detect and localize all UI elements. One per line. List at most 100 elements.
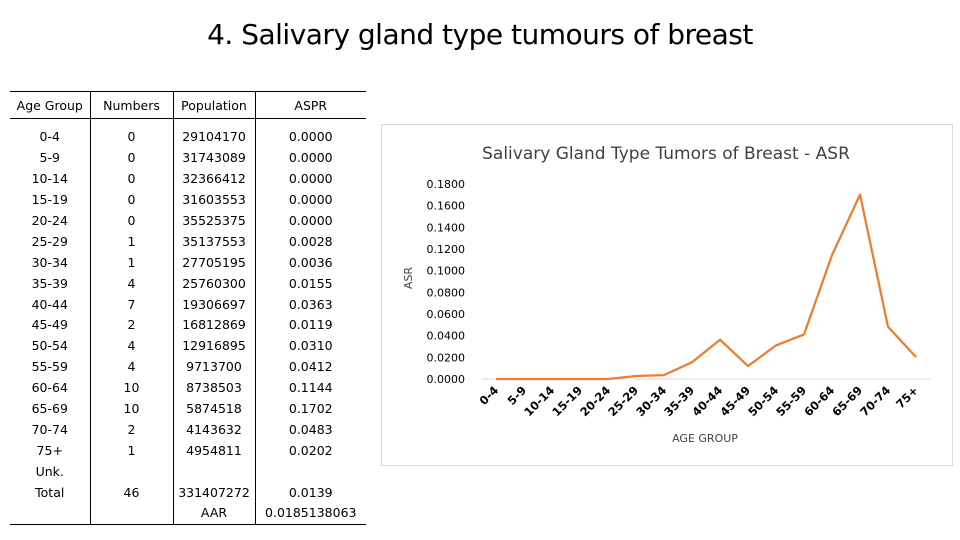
- header-numbers: Numbers: [90, 91, 174, 119]
- cell-aspr: 0.0000: [288, 150, 333, 166]
- y-axis-label: ASR: [402, 267, 415, 290]
- cell-aspr: 0.0202: [288, 442, 333, 458]
- cell-age-group: [10, 503, 91, 525]
- cell-aspr: 0.0155: [288, 275, 333, 291]
- x-tick-label: 40-44: [689, 383, 725, 419]
- x-tick-label: 15-19: [549, 383, 585, 419]
- cell-numbers: 0: [90, 127, 174, 148]
- cell-age-group: 40-44: [10, 294, 91, 316]
- table-row: Total 46 331407272 0.0139: [10, 482, 366, 504]
- x-tick-label: 35-39: [661, 383, 697, 419]
- table-row: 75+ 1 4954811 0.0202: [10, 440, 366, 462]
- cell-aspr: [255, 461, 366, 482]
- y-tick-label: 0.0200: [427, 351, 466, 364]
- x-axis-label: AGE GROUP: [672, 432, 738, 445]
- table-row: 35-39 4 25760300 0.0155: [10, 273, 366, 295]
- header-aspr: ASPR: [255, 91, 366, 119]
- chart-svg: Salivary Gland Type Tumors of Breast - A…: [402, 144, 930, 445]
- x-tick-label: 30-34: [633, 383, 669, 419]
- x-tick-label: 45-49: [717, 383, 753, 419]
- cell-aspr: 0.0483: [288, 421, 333, 437]
- table-row: 60-64 10 8738503 0.1144: [10, 377, 366, 399]
- cell-population: 4954811: [173, 440, 256, 462]
- cell-population: 27705195: [173, 252, 256, 274]
- table-body: 0-4 0 29104170 0.0000 5-9 0 31743089 0.0000 10-1…: [10, 118, 366, 525]
- x-tick-label: 55-59: [773, 383, 809, 419]
- table-row: Unk.: [10, 461, 366, 483]
- asr-table-container: Age Group Numbers Population ASPR 0-4 0 29…: [10, 91, 366, 525]
- cell-population: 4143632: [173, 419, 256, 441]
- cell-aspr: 0.0119: [288, 317, 333, 333]
- cell-aspr: 0.0000: [288, 213, 333, 228]
- table-row: 45-49 2 16812869 0.0119: [10, 315, 366, 336]
- cell-population: [173, 461, 256, 483]
- table-row: 55-59 4 9713700 0.0412: [10, 356, 366, 378]
- cell-population: 9713700: [173, 356, 256, 378]
- table-row: 10-14 0 32366412 0.0000: [10, 168, 366, 190]
- cell-age-group: 55-59: [10, 356, 91, 378]
- cell-age-group: 65-69: [10, 398, 91, 420]
- y-tick-label: 0.1800: [427, 178, 466, 191]
- cell-aspr: 0.0000: [288, 171, 333, 187]
- cell-age-group: 25-29: [10, 231, 91, 253]
- cell-population: 19306697: [173, 294, 256, 316]
- x-tick-label: 60-64: [801, 383, 837, 419]
- cell-population: 35137553: [173, 231, 256, 253]
- cell-age-group: Unk.: [10, 461, 91, 483]
- y-tick-label: 0.0600: [427, 308, 466, 321]
- cell-numbers: 7: [90, 294, 174, 316]
- x-tick-label: 20-24: [577, 383, 613, 419]
- table-row: AAR 0.0185138063: [10, 503, 366, 525]
- y-tick-label: 0.1000: [427, 265, 466, 278]
- cell-population: 331407272: [173, 482, 256, 504]
- cell-population: 35525375: [173, 210, 256, 232]
- spacer-cell: [173, 118, 256, 127]
- table-header-row: Age Group Numbers Population ASPR: [10, 91, 366, 119]
- x-tick-label: 0-4: [477, 383, 502, 408]
- cell-aspr: 0.0139: [288, 484, 333, 500]
- cell-age-group: 20-24: [10, 210, 91, 232]
- cell-population: 12916895: [173, 335, 256, 357]
- cell-numbers: 0: [90, 168, 174, 190]
- series-line: [496, 193, 917, 381]
- asr-table: Age Group Numbers Population ASPR 0-4 0 29…: [10, 91, 366, 525]
- cell-population: 32366412: [173, 168, 256, 190]
- slide-title: 4. Salivary gland type tumours of breast: [207, 18, 753, 51]
- table-row: 20-24 0 35525375 0.0000: [10, 210, 366, 232]
- spacer-cell: [90, 118, 174, 127]
- table-row: 65-69 10 5874518 0.1702: [10, 398, 366, 420]
- cell-numbers: 10: [90, 377, 174, 399]
- cell-population: 31743089: [173, 147, 256, 169]
- cell-numbers: 46: [90, 482, 174, 504]
- spacer-cell: [10, 118, 91, 127]
- x-tick-label: 75+: [893, 383, 921, 411]
- cell-numbers: 1: [90, 231, 174, 253]
- cell-population: 16812869: [173, 315, 256, 336]
- cell-numbers: 1: [90, 440, 174, 462]
- cell-aspr: 0.0310: [288, 338, 333, 354]
- cell-aspr: 0.1144: [288, 380, 333, 396]
- x-tick-label: 25-29: [605, 383, 641, 419]
- chart-title: Salivary Gland Type Tumors of Breast - A…: [482, 144, 850, 164]
- x-tick-label: 65-69: [829, 383, 865, 419]
- cell-age-group: 45-49: [10, 315, 91, 336]
- y-tick-label: 0.0800: [427, 286, 466, 299]
- asr-chart: Salivary Gland Type Tumors of Breast - A…: [381, 124, 953, 466]
- table-row: 5-9 0 31743089 0.0000: [10, 147, 366, 169]
- x-tick-label: 70-74: [857, 383, 893, 419]
- cell-age-group: 5-9: [10, 147, 91, 169]
- table-row: 70-74 2 4143632 0.0483: [10, 419, 366, 441]
- cell-age-group: 60-64: [10, 377, 91, 399]
- cell-aspr: 0.0036: [288, 254, 333, 270]
- cell-numbers: 4: [90, 273, 174, 295]
- table-row: 0-4 0 29104170 0.0000: [10, 127, 366, 148]
- cell-age-group: 10-14: [10, 168, 91, 190]
- cell-numbers: 4: [90, 356, 174, 378]
- cell-numbers: 1: [90, 252, 174, 274]
- cell-numbers: 2: [90, 315, 174, 336]
- cell-aspr: 0.0028: [288, 233, 333, 249]
- cell-numbers: 4: [90, 335, 174, 357]
- cell-age-group: 15-19: [10, 189, 91, 211]
- x-tick-label: 50-54: [745, 383, 781, 419]
- y-tick-label: 0.1600: [427, 200, 466, 213]
